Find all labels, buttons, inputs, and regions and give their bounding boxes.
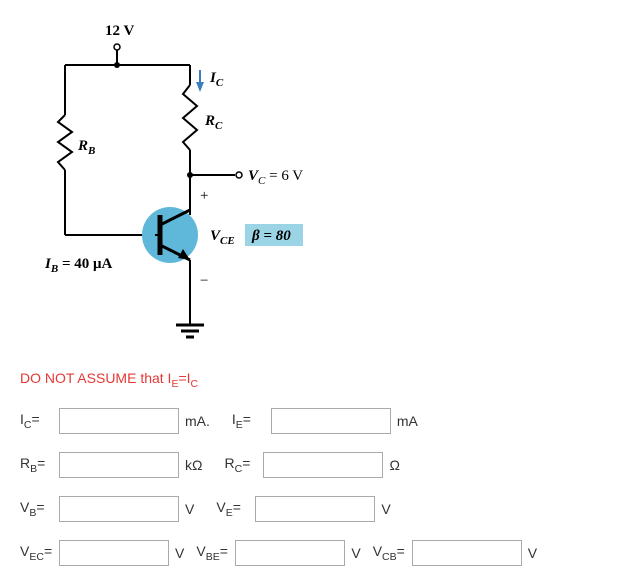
vb-unit: V <box>185 501 194 517</box>
minus-label: − <box>200 273 208 289</box>
row-ic-ie: IC= mA. IE= mA <box>20 408 617 434</box>
transistor-circle <box>142 207 198 263</box>
supply-label: 12 V <box>105 23 134 39</box>
rc-input[interactable] <box>263 452 383 478</box>
ic-field-label: IC= <box>20 411 55 431</box>
ic-input[interactable] <box>59 408 179 434</box>
vec-input[interactable] <box>59 540 169 566</box>
row-rb-rc: RB= kΩ RC= Ω <box>20 452 617 478</box>
plus-label: + <box>200 188 208 204</box>
answer-form: IC= mA. IE= mA RB= kΩ RC= Ω VB= V VE= V … <box>20 408 617 566</box>
vcb-unit: V <box>528 545 537 561</box>
vce-label: VCE <box>210 228 235 247</box>
ib-label: IB = 40 μA <box>44 256 112 276</box>
vec-field-label: VEC= <box>20 543 55 563</box>
rc-field-label: RC= <box>224 455 259 475</box>
vb-field-label: VB= <box>20 499 55 519</box>
ie-unit: mA <box>397 413 418 429</box>
ic-label: IC <box>209 70 224 89</box>
vbe-unit: V <box>351 545 360 561</box>
ve-input[interactable] <box>255 496 375 522</box>
ve-field-label: VE= <box>216 499 251 519</box>
warning-text: DO NOT ASSUME that IE=IC <box>20 370 617 390</box>
ie-field-label: IE= <box>232 411 267 431</box>
rb-label: RB <box>77 138 95 157</box>
vb-input[interactable] <box>59 496 179 522</box>
row-vb-ve: VB= V VE= V <box>20 496 617 522</box>
ic-unit: mA. <box>185 413 210 429</box>
vec-unit: V <box>175 545 184 561</box>
rb-field-label: RB= <box>20 455 55 475</box>
rc-label: RC <box>204 113 223 132</box>
ve-unit: V <box>381 501 390 517</box>
vbe-input[interactable] <box>235 540 345 566</box>
row-vec-vbe-vcb: VEC= V VBE= V VCB= V <box>20 540 617 566</box>
ie-input[interactable] <box>271 408 391 434</box>
vbe-field-label: VBE= <box>196 543 231 563</box>
beta-label: β = 80 <box>251 228 291 244</box>
vc-label: VC = 6 V <box>248 168 303 187</box>
vcb-field-label: VCB= <box>373 543 408 563</box>
circuit-diagram: 12 V RB IB = 40 μA IC RC VC = 6 V + <box>20 20 420 360</box>
rc-unit: Ω <box>389 457 399 473</box>
rb-input[interactable] <box>59 452 179 478</box>
rb-unit: kΩ <box>185 457 202 473</box>
vcb-input[interactable] <box>412 540 522 566</box>
